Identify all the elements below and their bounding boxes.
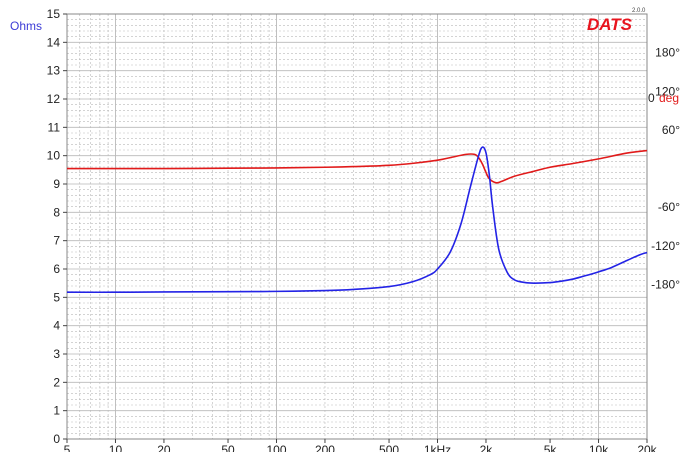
impedance-curve — [66, 146, 648, 294]
x-tick-label: 100 — [266, 443, 286, 452]
phase-curve — [67, 149, 648, 184]
x-tick-label: 200 — [315, 443, 335, 452]
y-tick-label: 0 — [53, 432, 60, 446]
x-tick-label: 1kHz — [424, 443, 451, 452]
y2-tick-label: 120° — [655, 84, 680, 98]
dats-version: 2.0.0 — [632, 8, 646, 14]
y-tick-label: 8 — [53, 205, 60, 219]
y2-tick-label: -120° — [651, 239, 680, 253]
grid-lines — [66, 14, 648, 439]
y-tick-label: 9 — [53, 177, 60, 191]
y-tick-label: 2 — [53, 375, 60, 389]
y-tick-label: 13 — [47, 64, 61, 78]
plot-frame — [66, 13, 648, 440]
y-tick-label: 5 — [53, 290, 60, 304]
y-tick-label: 11 — [48, 120, 61, 134]
x-tick-label: 5 — [64, 443, 71, 452]
y2-axis-title: deg — [659, 91, 679, 105]
y-tick-label: 1 — [53, 404, 60, 418]
y-tick-label: 12 — [47, 92, 61, 106]
x-tick-label: 10k — [589, 443, 609, 452]
y-tick-label: 7 — [53, 234, 60, 248]
curves — [66, 146, 648, 294]
y-tick-label: 10 — [47, 149, 61, 163]
x-tick-label: 500 — [379, 443, 399, 452]
x-axis: 5 10 20 50 100 200 500 1kHz 2k 5k 10k 20k — [64, 439, 658, 452]
y-tick-label: 3 — [53, 347, 60, 361]
y2-tick-label: 180° — [655, 46, 680, 60]
x-tick-label: 5k — [544, 443, 558, 452]
y-tick-label: 14 — [47, 35, 61, 49]
y-axis-right: 180° 120° 60° -60° -120° -180° — [651, 46, 680, 292]
y2-tick-label: -180° — [651, 277, 680, 291]
y2-zero-label: 0 — [648, 91, 655, 105]
y-tick-label: 15 — [47, 7, 61, 21]
y-axis-title: Ohms — [10, 19, 42, 33]
y-tick-label: 4 — [53, 319, 60, 333]
x-tick-label: 10 — [109, 443, 123, 452]
y2-tick-label: -60° — [658, 200, 680, 214]
x-tick-label: 20k — [637, 443, 657, 452]
y-tick-label: 6 — [53, 262, 60, 276]
y2-tick-label: 60° — [662, 123, 680, 137]
x-tick-label: 2k — [480, 443, 494, 452]
x-tick-label: 50 — [221, 443, 235, 452]
dats-logo: DATS — [587, 15, 633, 34]
x-tick-label: 20 — [157, 443, 171, 452]
